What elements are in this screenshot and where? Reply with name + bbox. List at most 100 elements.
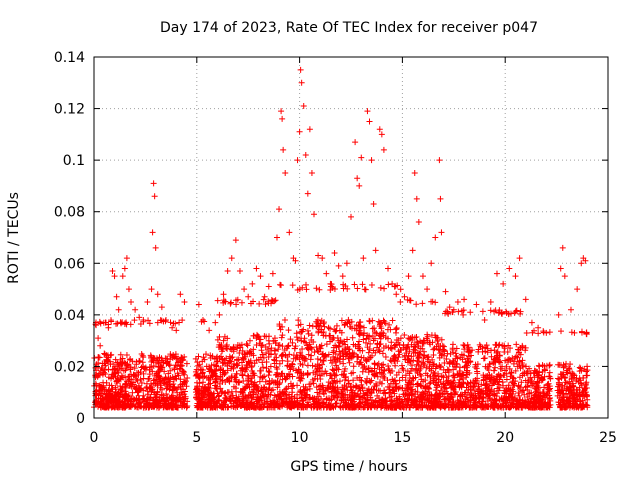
data-point xyxy=(115,306,122,313)
data-point xyxy=(574,286,581,293)
data-point xyxy=(123,255,130,262)
data-point xyxy=(245,293,252,300)
data-point xyxy=(535,324,542,331)
data-point xyxy=(162,317,169,324)
data-point xyxy=(128,298,135,305)
plot-frame xyxy=(93,56,609,419)
y-tick-label: 0.02 xyxy=(54,359,85,375)
data-point xyxy=(195,301,202,308)
data-point xyxy=(339,273,346,280)
data-point xyxy=(411,170,418,177)
data-point xyxy=(300,102,307,109)
data-scatter-cloud xyxy=(91,281,591,411)
data-point xyxy=(356,182,363,189)
data-point xyxy=(278,108,285,115)
data-point xyxy=(473,301,480,308)
data-point xyxy=(132,306,139,313)
data-point xyxy=(368,157,375,164)
data-point xyxy=(169,324,176,331)
data-point xyxy=(158,304,165,311)
data-point xyxy=(559,244,566,251)
data-point xyxy=(282,170,289,177)
data-point xyxy=(487,298,494,305)
y-tick-label: 0 xyxy=(76,411,85,427)
data-point xyxy=(438,229,445,236)
data-point xyxy=(343,260,350,267)
data-point xyxy=(385,265,392,272)
data-point xyxy=(319,255,326,262)
y-tick-label: 0.12 xyxy=(54,102,85,118)
data-point xyxy=(376,126,383,133)
data-point xyxy=(389,280,396,287)
data-points xyxy=(93,66,589,357)
data-point xyxy=(236,268,243,275)
data-point xyxy=(212,319,219,326)
data-point xyxy=(401,293,408,300)
data-point xyxy=(372,247,379,254)
data-point xyxy=(265,283,272,290)
x-tick-label: 0 xyxy=(90,430,99,446)
data-point xyxy=(481,317,488,324)
data-point xyxy=(249,280,256,287)
data-point xyxy=(561,273,568,280)
y-tick-label: 0.1 xyxy=(63,153,85,169)
data-point xyxy=(105,324,112,331)
data-point xyxy=(140,317,147,324)
x-tick-label: 25 xyxy=(599,430,617,446)
data-point xyxy=(378,131,385,138)
data-point xyxy=(393,291,400,298)
data-point xyxy=(516,255,523,262)
data-point xyxy=(232,237,239,244)
data-point xyxy=(216,311,223,318)
data-point xyxy=(405,273,412,280)
data-point xyxy=(151,193,158,200)
data-point xyxy=(273,234,280,241)
data-point xyxy=(582,257,589,264)
data-point xyxy=(269,270,276,277)
data-point xyxy=(380,146,387,153)
y-tick-label: 0.14 xyxy=(54,50,85,66)
data-point xyxy=(506,265,513,272)
data-point xyxy=(308,170,315,177)
data-point xyxy=(450,306,457,313)
x-axis-ticks: 0 5 10 15 20 25 xyxy=(90,57,617,446)
data-point xyxy=(294,157,301,164)
data-point xyxy=(323,270,330,277)
chart-title: Day 174 of 2023, Rate Of TEC Index for r… xyxy=(160,20,538,36)
data-point xyxy=(109,268,116,275)
data-point xyxy=(228,255,235,262)
data-point xyxy=(101,350,108,357)
data-point xyxy=(437,195,444,202)
data-point xyxy=(297,66,304,73)
data-point xyxy=(327,280,334,287)
data-point xyxy=(144,298,151,305)
data-point xyxy=(543,329,550,336)
scatter-cloud-markers xyxy=(91,281,591,411)
data-point xyxy=(528,319,535,326)
data-point xyxy=(409,247,416,254)
data-point xyxy=(286,229,293,236)
data-point xyxy=(298,79,305,86)
data-point xyxy=(397,298,404,305)
data-point xyxy=(149,229,156,236)
data-point xyxy=(428,260,435,267)
data-point xyxy=(567,306,574,313)
data-point xyxy=(257,273,264,280)
data-point xyxy=(442,288,449,295)
y-axis-label: ROTI / TECUs xyxy=(6,192,22,284)
data-point xyxy=(224,268,231,275)
data-point xyxy=(578,260,585,267)
data-point xyxy=(220,291,227,298)
data-point xyxy=(280,146,287,153)
data-point xyxy=(454,298,461,305)
data-point xyxy=(370,200,377,207)
data-point xyxy=(315,252,322,259)
data-point xyxy=(512,273,519,280)
data-point xyxy=(119,273,126,280)
data-point xyxy=(461,296,468,303)
data-point xyxy=(95,335,102,342)
data-point xyxy=(292,257,299,264)
data-point xyxy=(500,280,507,287)
data-point xyxy=(413,195,420,202)
